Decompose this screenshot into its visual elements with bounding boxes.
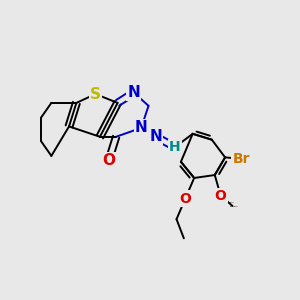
Text: Br: Br	[232, 152, 250, 166]
Text: N: N	[128, 85, 140, 100]
Text: S: S	[90, 87, 101, 102]
Text: H: H	[169, 140, 181, 154]
Text: N: N	[149, 129, 162, 144]
Text: methyl: methyl	[230, 205, 235, 207]
Text: methyl: methyl	[234, 205, 239, 207]
Text: O: O	[102, 153, 115, 168]
Text: O: O	[179, 192, 191, 206]
Text: N: N	[135, 120, 148, 135]
Text: methyl: methyl	[230, 202, 235, 203]
Text: O: O	[215, 189, 226, 202]
